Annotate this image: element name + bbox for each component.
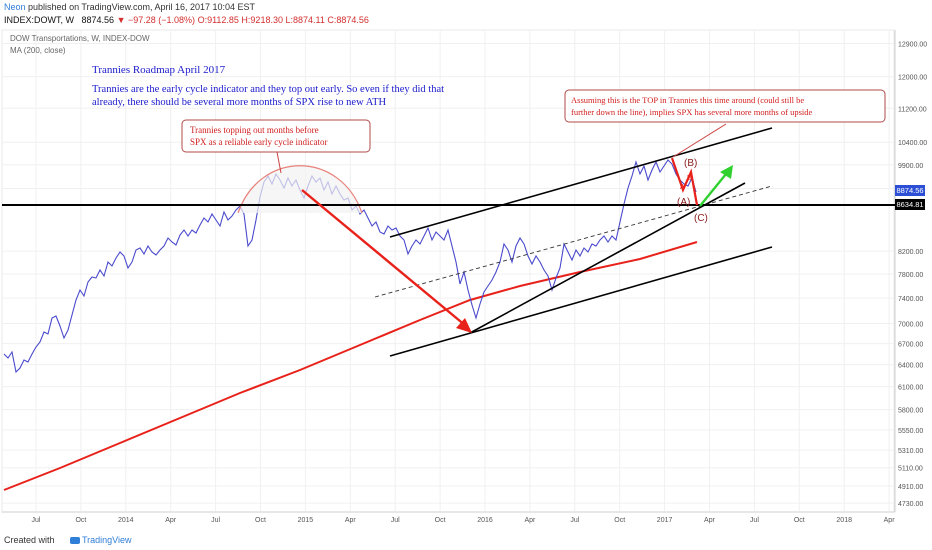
- x-tick-label: Oct: [75, 517, 86, 524]
- x-tick-label: 2017: [657, 517, 673, 524]
- symbol-info: INDEX:DOWT, W 8874.56 ▼ −97.28 (−1.08%) …: [4, 15, 369, 25]
- y-tick-label: 8200.00: [898, 249, 923, 256]
- roadmap-title: Trannies Roadmap April 2017: [92, 64, 226, 76]
- callout-right-box: [564, 89, 886, 123]
- green-up-arrowhead: [720, 165, 733, 179]
- time-axis: Jul Oct 2014 Apr Jul Oct 2015 Apr Jul Oct 2016 Apr J…: [32, 517, 896, 524]
- created-with-text: Created with: [4, 535, 55, 545]
- red-down-arrowhead: [456, 318, 472, 333]
- x-tick-label: 2014: [118, 517, 134, 524]
- wave-label-b: (B): [684, 158, 697, 169]
- x-tick-label: Apr: [884, 517, 896, 524]
- rising-trendline: [469, 182, 746, 334]
- x-tick-label: Apr: [704, 517, 716, 524]
- x-tick-label: Jul: [211, 517, 220, 524]
- callout-left-box: [181, 119, 371, 153]
- x-tick-label: 2018: [836, 517, 852, 524]
- wave-label-small-b: B: [687, 175, 692, 182]
- published-text: published on TradingView.com, April 16, …: [28, 2, 256, 12]
- x-tick-label: 2015: [298, 517, 314, 524]
- y-tick-label: 4910.00: [898, 484, 923, 491]
- y-tick-label: 6400.00: [898, 363, 923, 370]
- rounded-top-highlight: [238, 165, 362, 213]
- publish-info: Neon published on TradingView.com, April…: [4, 2, 255, 12]
- x-tick-label: Oct: [614, 517, 625, 524]
- x-tick-label: Apr: [165, 517, 177, 524]
- y-tick-label: 6700.00: [898, 342, 923, 349]
- grid: [2, 31, 894, 511]
- x-tick-label: Oct: [435, 517, 446, 524]
- callout-right-line-1: Assuming this is the TOP in Trannies thi…: [571, 95, 804, 105]
- y-tick-label: 5550.00: [898, 428, 923, 435]
- callout-left-pointer: [276, 151, 282, 174]
- rounded-top-arc: [237, 165, 363, 214]
- price-axis: 12900.0012000.0011200.0010400.009900.009…: [898, 42, 927, 509]
- chart-area[interactable]: 12900.0012000.0011200.0010400.009900.009…: [0, 28, 932, 532]
- ma-200-line: [3, 241, 698, 491]
- roadmap-line-2: already, there should be several more mo…: [92, 97, 387, 108]
- x-tick-label: Jul: [750, 517, 759, 524]
- y-tick-label: 5110.00: [898, 466, 923, 473]
- ohlc-values: O:9112.85 H:9218.30 L:8874.11 C:8874.56: [197, 15, 369, 25]
- y-tick-label: 6100.00: [898, 385, 923, 392]
- y-tick-label: 7400.00: [898, 296, 923, 303]
- last-price-tag: 8874.56: [895, 185, 925, 196]
- green-up-arrow: [699, 173, 727, 207]
- x-tick-label: Apr: [524, 517, 536, 524]
- y-tick-label: 7000.00: [898, 322, 923, 329]
- y-tick-label: 7800.00: [898, 272, 923, 279]
- callout-left-line-2: SPX as a reliable early cycle indicator: [190, 137, 327, 147]
- y-tick-label: 12900.00: [898, 42, 927, 49]
- x-tick-label: Jul: [391, 517, 400, 524]
- y-tick-label: 11200.00: [898, 106, 927, 113]
- callout-right-pointer: [672, 123, 727, 158]
- channel-lower-line: [389, 246, 773, 357]
- y-tick-label: 9900.00: [898, 163, 923, 170]
- x-tick-label: Oct: [255, 517, 266, 524]
- y-tick-label: 4730.00: [898, 501, 923, 508]
- callout-left-line-1: Trannies topping out months before: [190, 125, 319, 135]
- red-down-arrow: [301, 189, 467, 327]
- callout-right-line-2: further down the line), implies SPX has …: [571, 107, 812, 117]
- x-tick-label: Apr: [345, 517, 357, 524]
- channel-upper-line: [389, 127, 773, 238]
- roadmap-line-1: Trannies are the early cycle indicator a…: [92, 84, 444, 95]
- ma-label[interactable]: MA (200, close): [10, 46, 66, 55]
- y-tick-label: 5800.00: [898, 408, 923, 415]
- y-tick-label: 12000.00: [898, 75, 927, 82]
- tradingview-logo-icon: [66, 535, 83, 545]
- author-link[interactable]: Neon: [4, 2, 26, 12]
- abc-wave-red: [670, 157, 699, 206]
- y-tick-label: 10400.00: [898, 140, 927, 147]
- footer: Created with TradingView: [0, 532, 932, 550]
- x-tick-label: Jul: [32, 517, 41, 524]
- pane-title: DOW Transportations, W, INDEX-DOW: [10, 34, 150, 43]
- wave-label-small-a: A: [680, 184, 685, 191]
- wave-label-c: (C): [694, 213, 708, 224]
- x-tick-label: Oct: [794, 517, 805, 524]
- wave-label-a: (A): [677, 197, 690, 208]
- y-tick-label: 5310.00: [898, 448, 923, 455]
- symbol: INDEX:DOWT, W: [4, 15, 74, 25]
- x-tick-label: 2016: [477, 517, 493, 524]
- x-tick-label: Jul: [570, 517, 579, 524]
- last-price: 8874.56: [81, 15, 115, 25]
- level-price-tag: 8634.81: [895, 199, 925, 210]
- price-change: ▼ −97.28 (−1.08%): [116, 15, 196, 25]
- tradingview-brand[interactable]: TradingView: [82, 535, 132, 545]
